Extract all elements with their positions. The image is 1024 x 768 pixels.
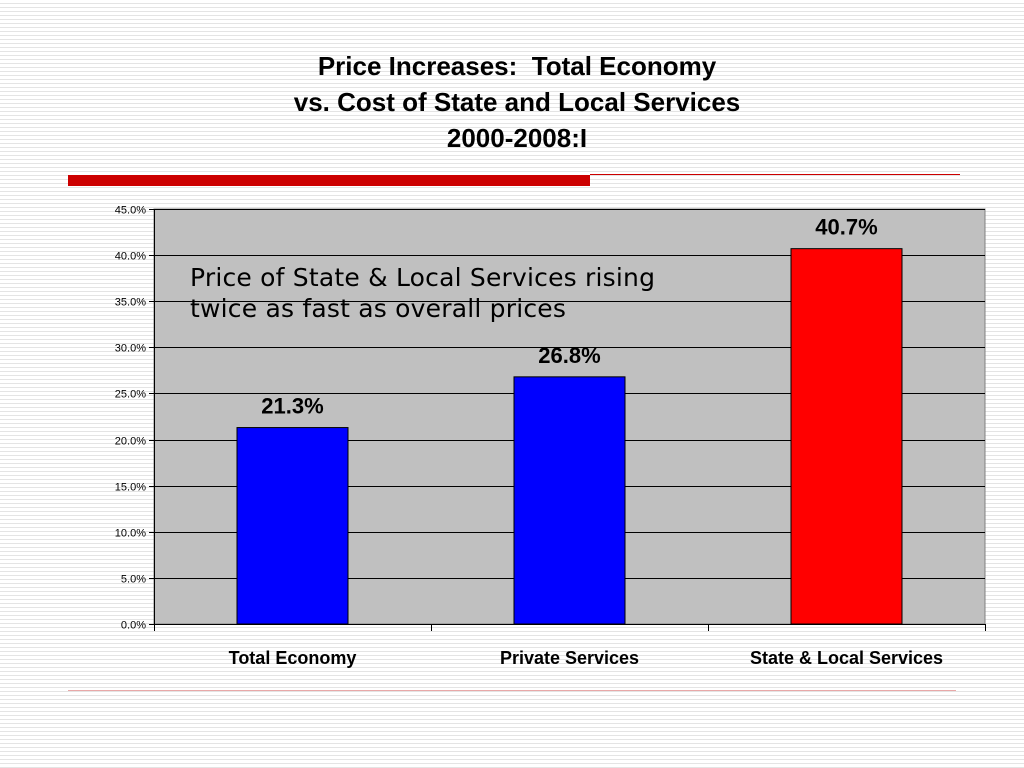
x-tick-label: Private Services <box>500 648 639 668</box>
y-tick-label: 5.0% <box>121 574 146 586</box>
y-tick-label: 25.0% <box>115 389 146 401</box>
data-label: 21.3% <box>261 394 323 419</box>
y-tick-label: 40.0% <box>115 251 146 263</box>
chart-annotation: Price of State & Local Services rising t… <box>190 262 655 324</box>
red-thin-rule <box>590 174 960 175</box>
labels: 0.0% 5.0% 10.0% 15.0% 20.0% 25.0% 30.0% 35.0% 40… <box>115 205 943 669</box>
chart-title: Price Increases: Total Economy vs. Cost … <box>200 48 834 156</box>
title-line-3: 2000-2008:I <box>446 123 588 153</box>
y-tick-label: 35.0% <box>115 297 146 309</box>
annotation-line-2: twice as fast as overall prices <box>190 294 567 323</box>
bar <box>236 427 349 625</box>
bar <box>790 248 903 625</box>
title-line-2: vs. Cost of State and Local Services <box>293 87 741 117</box>
data-label: 40.7% <box>815 215 877 240</box>
bars <box>236 248 903 625</box>
red-accent-rule <box>68 175 590 186</box>
y-tick-label: 10.0% <box>115 528 146 540</box>
bottom-rule <box>68 690 956 691</box>
y-tick-label: 45.0% <box>115 205 146 217</box>
bar <box>513 376 626 625</box>
annotation-line-1: Price of State & Local Services rising <box>190 263 656 292</box>
x-tick-label: Total Economy <box>229 648 357 668</box>
x-tick-label: State & Local Services <box>750 648 943 668</box>
axes <box>149 209 986 631</box>
data-label: 26.8% <box>538 343 600 368</box>
y-tick-label: 30.0% <box>115 343 146 355</box>
title-line-1: Price Increases: Total Economy <box>317 51 717 81</box>
y-tick-label: 0.0% <box>121 620 146 632</box>
y-tick-label: 20.0% <box>115 436 146 448</box>
y-tick-label: 15.0% <box>115 482 146 494</box>
